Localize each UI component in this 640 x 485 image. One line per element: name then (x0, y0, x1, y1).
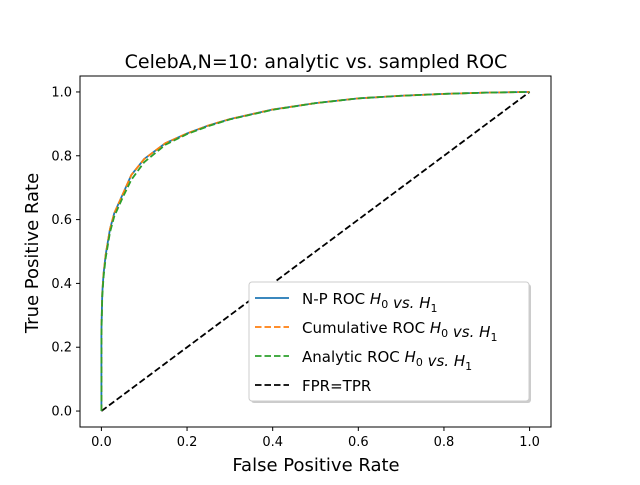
legend-label-1: N-P ROC H0 vs. H1 (302, 290, 438, 315)
series-line-3 (100, 91, 530, 412)
x-tick-label: 0.6 (348, 435, 369, 450)
y-tick-label: 0.4 (51, 277, 72, 292)
series-line-4 (100, 91, 531, 412)
y-tick-label: 0.6 (51, 213, 72, 228)
legend: N-P ROC H0 vs. H1 Cumulative ROC H0 vs. H… (248, 281, 531, 403)
y-axis-label: True Positive Rate (22, 173, 43, 334)
y-tick-label: 0.0 (51, 405, 72, 420)
chart-title: CelebA,N=10: analytic vs. sampled ROC (125, 51, 508, 73)
x-tick-label: 0.0 (91, 435, 112, 450)
x-tick-label: 0.8 (434, 435, 455, 450)
y-tick-label: 0.8 (51, 149, 72, 164)
legend-label-2: Cumulative ROC H0 vs. H1 (302, 319, 497, 344)
x-tick-label: 0.4 (262, 435, 283, 450)
x-axis-label: False Positive Rate (232, 455, 399, 476)
axes-frame (79, 75, 552, 428)
axis-ticks: 0.0 0.2 0.4 0.6 0.8 1.0 0.0 0.2 0.4 0.6 0.8 1.0 (51, 85, 540, 450)
y-tick-label: 0.2 (51, 341, 72, 356)
legend-box (248, 281, 530, 402)
y-tick-label: 1.0 (51, 85, 72, 100)
plot-area (79, 75, 552, 428)
x-tick-label: 1.0 (519, 435, 540, 450)
x-tick-label: 0.2 (177, 435, 198, 450)
legend-label-3: Analytic ROC H0 vs. H1 (302, 348, 472, 373)
legend-label-4: FPR=TPR (302, 377, 371, 395)
